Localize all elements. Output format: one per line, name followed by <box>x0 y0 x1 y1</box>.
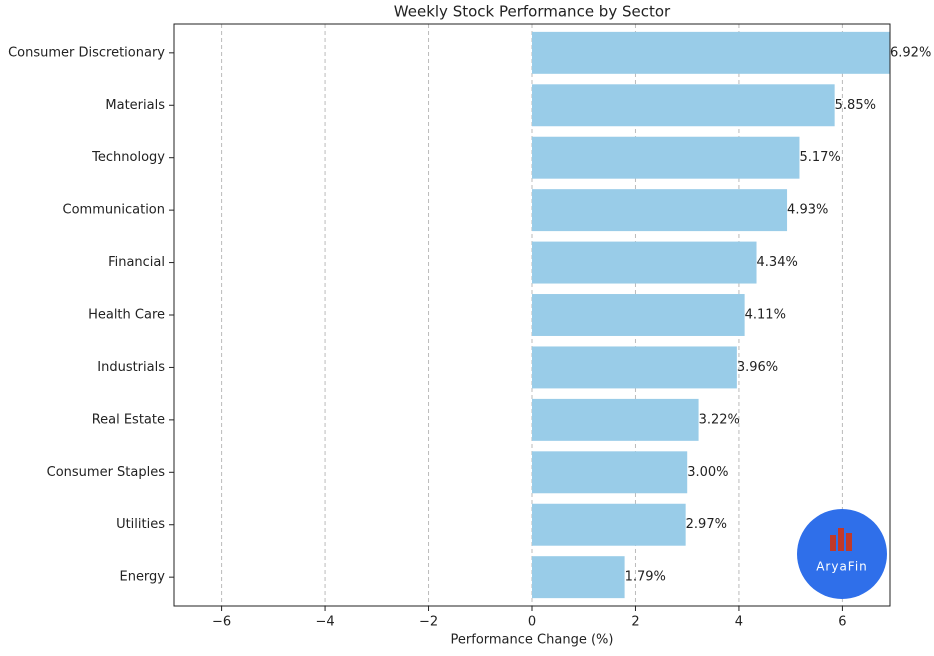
x-tick-label: 6 <box>838 615 846 630</box>
logo-icon <box>838 528 844 551</box>
value-label: 2.97% <box>686 517 727 532</box>
y-tick-label: Technology <box>91 150 165 165</box>
bar <box>532 556 625 599</box>
logo-icon <box>846 533 852 551</box>
value-label: 5.85% <box>835 98 876 113</box>
x-tick-label: 4 <box>735 615 743 630</box>
value-label: 3.96% <box>737 360 778 375</box>
bar <box>532 84 835 127</box>
bar <box>532 398 699 441</box>
y-tick-label: Energy <box>119 570 165 585</box>
logo-badge <box>797 509 887 599</box>
y-tick-label: Communication <box>63 203 165 218</box>
value-label: 4.11% <box>745 308 786 323</box>
bar <box>532 294 745 336</box>
y-tick-label: Consumer Staples <box>47 465 166 480</box>
bar <box>532 346 737 389</box>
y-tick-label: Utilities <box>116 517 165 532</box>
x-tick-label: −6 <box>212 615 231 630</box>
bar <box>532 241 757 284</box>
bar <box>532 189 788 232</box>
x-tick-label: 2 <box>631 615 639 630</box>
x-tick-label: −2 <box>419 615 438 630</box>
y-tick-label: Industrials <box>97 360 165 375</box>
x-tick-label: 0 <box>528 615 536 630</box>
value-label: 3.00% <box>687 465 728 480</box>
bar <box>532 503 686 546</box>
logo-text: AryaFin <box>816 560 868 574</box>
y-tick-label: Consumer Discretionary <box>8 45 165 60</box>
value-label: 6.92% <box>890 45 931 60</box>
value-label: 5.17% <box>799 150 840 165</box>
value-label: 1.79% <box>625 570 666 585</box>
y-tick-label: Health Care <box>88 308 165 323</box>
y-tick-label: Materials <box>105 98 165 113</box>
bar <box>532 31 890 74</box>
x-axis-label: Performance Change (%) <box>451 633 614 648</box>
bar <box>532 136 800 179</box>
x-tick-label: −4 <box>315 615 334 630</box>
y-tick-label: Financial <box>108 255 165 270</box>
plot-area: −6 −4 −2 0 2 4 6 6.92% Consumer Discretionary 5.8… <box>8 23 931 630</box>
axes-frame <box>173 23 891 607</box>
value-label: 3.22% <box>699 412 740 427</box>
value-label: 4.93% <box>787 203 828 218</box>
logo-icon <box>830 535 836 551</box>
value-label: 4.34% <box>757 255 798 270</box>
chart-title: Weekly Stock Performance by Sector <box>394 3 671 21</box>
logo: AryaFin <box>797 509 887 599</box>
bar <box>532 451 688 494</box>
y-tick-label: Real Estate <box>92 412 165 427</box>
